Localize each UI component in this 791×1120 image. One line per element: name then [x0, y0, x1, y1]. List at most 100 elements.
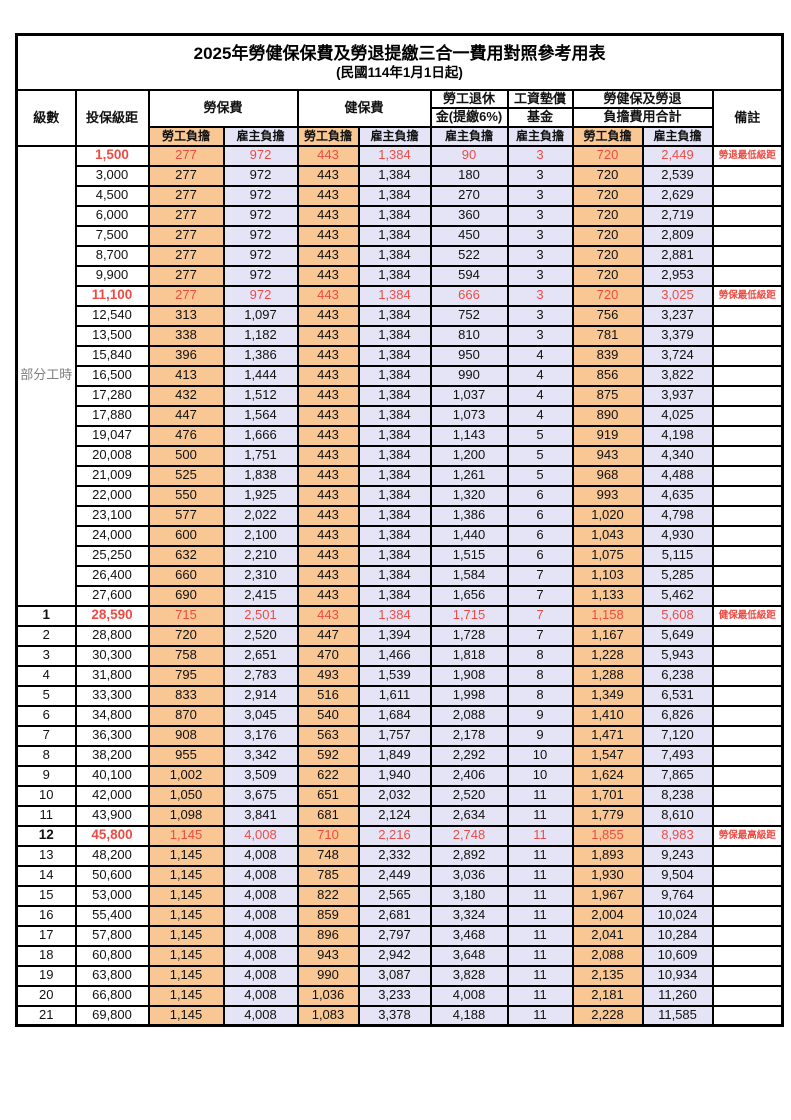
group-header-pension-line2: 金(提繳6%)	[429, 107, 509, 128]
value-cell: 4,008	[429, 984, 509, 1007]
value-cell: 1,666	[222, 424, 299, 447]
remark-cell	[711, 364, 784, 387]
value-cell: 3,237	[641, 304, 714, 327]
value-cell: 4	[506, 344, 574, 367]
bracket-cell: 3,000	[74, 164, 150, 187]
value-cell: 4	[506, 404, 574, 427]
value-cell: 1,757	[357, 724, 432, 747]
table-body: 部分工時 1,500 277 972 443 1,384 90 3 720 2,449 勞退最低級距…	[15, 144, 784, 1027]
value-cell: 4,008	[222, 984, 299, 1007]
value-cell: 2,797	[357, 924, 432, 947]
value-cell: 9,243	[641, 844, 714, 867]
value-cell: 1,200	[429, 444, 509, 467]
value-cell: 432	[147, 384, 225, 407]
value-cell: 2,449	[357, 864, 432, 887]
value-cell: 443	[296, 504, 360, 527]
value-cell: 180	[429, 164, 509, 187]
value-cell: 972	[222, 264, 299, 287]
bracket-cell: 27,600	[74, 584, 150, 607]
value-cell: 859	[296, 904, 360, 927]
value-cell: 1,167	[571, 624, 644, 647]
value-cell: 752	[429, 304, 509, 327]
table-row: 13,500 338 1,182 443 1,384 810 3 781 3,379	[17, 324, 784, 347]
value-cell: 10	[506, 744, 574, 767]
subheader-labor-employer: 雇主負擔	[222, 125, 299, 147]
remark-cell	[711, 524, 784, 547]
bracket-cell: 69,800	[74, 1004, 150, 1027]
value-cell: 2,022	[222, 504, 299, 527]
remark-cell	[711, 164, 784, 187]
value-cell: 1,515	[429, 544, 509, 567]
value-cell: 2,124	[357, 804, 432, 827]
value-cell: 810	[429, 324, 509, 347]
value-cell: 7,865	[641, 764, 714, 787]
value-cell: 540	[296, 704, 360, 727]
table-row: 21,009 525 1,838 443 1,384 1,261 5 968 4,488	[17, 464, 784, 487]
value-cell: 660	[147, 564, 225, 587]
value-cell: 600	[147, 524, 225, 547]
level-cell: 20	[15, 984, 77, 1007]
value-cell: 277	[147, 244, 225, 267]
remark-cell	[711, 784, 784, 807]
value-cell: 1,182	[222, 324, 299, 347]
value-cell: 1,838	[222, 464, 299, 487]
value-cell: 11	[506, 904, 574, 927]
value-cell: 681	[296, 804, 360, 827]
group-header-labor-insurance: 勞保費	[147, 89, 299, 128]
value-cell: 5,649	[641, 624, 714, 647]
remark-cell	[711, 664, 784, 687]
value-cell: 1,998	[429, 684, 509, 707]
value-cell: 1,050	[147, 784, 225, 807]
value-cell: 3	[506, 164, 574, 187]
table-row: 22,000 550 1,925 443 1,384 1,320 6 993 4,635	[17, 484, 784, 507]
value-cell: 447	[147, 404, 225, 427]
remark-cell	[711, 644, 784, 667]
value-cell: 875	[571, 384, 644, 407]
value-cell: 7	[506, 604, 574, 627]
value-cell: 2,953	[641, 264, 714, 287]
group-header-total-line1: 勞健保及勞退	[571, 88, 714, 110]
value-cell: 10,609	[641, 944, 714, 967]
bracket-cell: 40,100	[74, 764, 150, 787]
value-cell: 1,584	[429, 564, 509, 587]
table-row: 23,100 577 2,022 443 1,384 1,386 6 1,020 4,798	[17, 504, 784, 527]
value-cell: 972	[222, 164, 299, 187]
remark-cell	[711, 624, 784, 647]
remark-cell	[711, 464, 784, 487]
bracket-cell: 45,800	[74, 824, 150, 847]
value-cell: 1,075	[571, 544, 644, 567]
remark-cell	[711, 984, 784, 1007]
remark-cell	[711, 384, 784, 407]
value-cell: 2,719	[641, 204, 714, 227]
value-cell: 10	[506, 764, 574, 787]
value-cell: 470	[296, 644, 360, 667]
remark-cell	[711, 324, 784, 347]
page-title: 2025年勞健保保費及勞退提繳三合一費用對照參考用表	[193, 43, 606, 63]
remark-cell: 勞保最低級距	[711, 284, 784, 307]
value-cell: 1,037	[429, 384, 509, 407]
value-cell: 1,384	[357, 404, 432, 427]
bracket-cell: 30,300	[74, 644, 150, 667]
value-cell: 443	[296, 244, 360, 267]
value-cell: 360	[429, 204, 509, 227]
value-cell: 758	[147, 644, 225, 667]
value-cell: 955	[147, 744, 225, 767]
value-cell: 7,493	[641, 744, 714, 767]
value-cell: 1,384	[357, 524, 432, 547]
value-cell: 4,340	[641, 444, 714, 467]
bracket-cell: 21,009	[74, 464, 150, 487]
value-cell: 11	[506, 964, 574, 987]
value-cell: 1,384	[357, 344, 432, 367]
value-cell: 516	[296, 684, 360, 707]
spreadsheet-area: 2025年勞健保保費及勞退提繳三合一費用對照參考用表 (民國114年1月1日起)…	[15, 33, 785, 1027]
value-cell: 781	[571, 324, 644, 347]
value-cell: 1,143	[429, 424, 509, 447]
value-cell: 443	[296, 604, 360, 627]
value-cell: 2,032	[357, 784, 432, 807]
table-row: 18 60,800 1,145 4,008 943 2,942 3,648 11 2,088 10…	[15, 944, 784, 967]
value-cell: 9	[506, 724, 574, 747]
value-cell: 3,648	[429, 944, 509, 967]
value-cell: 1,145	[147, 824, 225, 847]
subheader-total-employer: 雇主負擔	[641, 125, 714, 147]
value-cell: 313	[147, 304, 225, 327]
